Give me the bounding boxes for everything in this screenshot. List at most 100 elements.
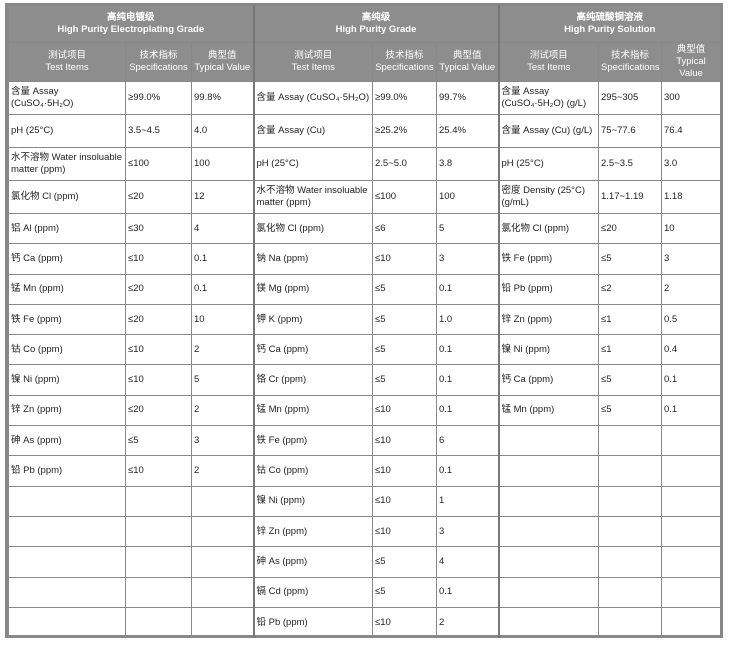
test-item-cell: [497, 455, 599, 487]
column-header-en: Typical Value: [439, 62, 496, 73]
table-row: 钙 Ca (ppm) ≤10 0.1 钠 Na (ppm) ≤10 3 铁 Fe (ppm)…: [8, 243, 722, 275]
typical-value-cell: 100: [436, 180, 499, 214]
column-header-cn: 测试项目: [529, 50, 568, 61]
specification-cell: ≤100: [372, 180, 437, 214]
test-item-cell: pH (25°C): [497, 147, 599, 181]
test-item-cell: 锰 Mn (ppm): [252, 394, 373, 427]
group-header-high-purity-solution: 高纯硫酸铜溶液 High Purity Solution: [497, 5, 722, 43]
specification-cell: ≤10: [372, 394, 437, 427]
specification-cell: ≤10: [372, 515, 437, 548]
test-item-cell: 镍 Ni (ppm): [8, 364, 126, 396]
typical-value-cell: [191, 485, 254, 517]
group-header-electroplating-grade: 高纯电镀级 High Purity Electroplating Grade: [8, 5, 254, 43]
typical-value-cell: 2: [191, 455, 254, 487]
specification-cell: ≤10: [372, 485, 437, 517]
specification-cell: 75~77.6: [598, 114, 662, 148]
test-item-cell: 氯化物 Cl (ppm): [252, 212, 373, 245]
typical-value-cell: 0.1: [436, 576, 499, 608]
typical-value-cell: 10: [191, 303, 254, 336]
table-row: 锌 Zn (ppm) ≤10 3: [8, 515, 722, 548]
table-row: 镍 Ni (ppm) ≤10 1: [8, 485, 722, 517]
test-item-cell: 含量 Assay (Cu): [252, 114, 373, 148]
test-item-cell: 铁 Fe (ppm): [252, 425, 373, 457]
column-header-specifications: 技术指标 Specifications: [125, 42, 192, 82]
column-header-en: Specifications: [601, 62, 660, 73]
table-row: 氯化物 Cl (ppm) ≤20 12 水不溶物 Water insoluable m…: [8, 180, 722, 214]
column-header-cn: 测试项目: [47, 50, 86, 61]
test-item-cell: 砷 As (ppm): [252, 546, 373, 578]
specification-cell: ≤10: [372, 606, 437, 639]
test-item-cell: 铁 Fe (ppm): [8, 303, 126, 336]
column-header-typical-value: 典型值 Typical Value: [660, 42, 722, 82]
typical-value-cell: 3: [660, 243, 722, 275]
table-row: 镍 Ni (ppm) ≤10 5 铬 Cr (ppm) ≤5 0.1 钙 Ca (ppm) ≤…: [8, 364, 722, 396]
specification-cell: [598, 455, 662, 487]
typical-value-cell: [660, 546, 722, 578]
test-item-cell: 铬 Cr (ppm): [252, 364, 373, 396]
group-title-cn: 高纯硫酸铜溶液: [576, 12, 644, 23]
typical-value-cell: 2: [436, 606, 499, 639]
test-item-cell: 砷 As (ppm): [8, 425, 126, 457]
column-header-cn: 技术指标: [610, 50, 649, 61]
test-item-cell: 镍 Ni (ppm): [497, 334, 599, 366]
typical-value-cell: 0.1: [436, 334, 499, 366]
specification-cell: ≤10: [125, 334, 192, 366]
typical-value-cell: 3.0: [660, 147, 722, 181]
specification-cell: 295~305: [598, 81, 662, 115]
specification-cell: 3.5~4.5: [125, 114, 192, 148]
column-header-en: Test Items: [527, 62, 571, 73]
test-item-cell: 钙 Ca (ppm): [8, 243, 126, 275]
test-item-cell: pH (25°C): [8, 114, 126, 148]
column-header-cn: 典型值: [452, 50, 482, 61]
column-header-en: Specifications: [375, 62, 434, 73]
column-header-specifications: 技术指标 Specifications: [598, 42, 662, 82]
typical-value-cell: 2: [191, 394, 254, 427]
typical-value-cell: 1.0: [436, 303, 499, 336]
typical-value-cell: 99.7%: [436, 81, 499, 115]
specification-cell: [598, 515, 662, 548]
specification-cell: ≤1: [598, 334, 662, 366]
typical-value-cell: [660, 606, 722, 639]
typical-value-cell: 0.1: [436, 394, 499, 427]
group-header-row: 高纯电镀级 High Purity Electroplating Grade 高纯级…: [8, 5, 722, 43]
column-header-test-items: 测试项目 Test Items: [8, 42, 126, 82]
typical-value-cell: 25.4%: [436, 114, 499, 148]
column-header-test-items: 测试项目 Test Items: [252, 42, 373, 82]
typical-value-cell: [660, 576, 722, 608]
column-header-specifications: 技术指标 Specifications: [372, 42, 437, 82]
test-item-cell: 密度 Density (25°C) (g/mL): [497, 180, 599, 214]
test-item-cell: 锌 Zn (ppm): [8, 394, 126, 427]
test-item-cell: 镍 Ni (ppm): [252, 485, 373, 517]
typical-value-cell: 0.1: [436, 273, 499, 305]
typical-value-cell: 2: [660, 273, 722, 305]
typical-value-cell: [191, 546, 254, 578]
test-item-cell: 镁 Mg (ppm): [252, 273, 373, 305]
typical-value-cell: [191, 606, 254, 639]
spec-table-frame: 高纯电镀级 High Purity Electroplating Grade 高纯级…: [5, 3, 723, 639]
test-item-cell: [497, 425, 599, 457]
typical-value-cell: 0.5: [660, 303, 722, 336]
group-title-en: High Purity Grade: [335, 24, 417, 35]
typical-value-cell: 0.1: [436, 455, 499, 487]
specification-cell: [125, 485, 192, 517]
column-header-typical-value: 典型值 Typical Value: [191, 42, 254, 82]
test-item-cell: 水不溶物 Water insoluable matter (ppm): [252, 180, 373, 214]
specification-cell: [125, 606, 192, 639]
test-item-cell: [8, 485, 126, 517]
specification-cell: [125, 515, 192, 548]
typical-value-cell: [660, 425, 722, 457]
test-item-cell: 钾 K (ppm): [252, 303, 373, 336]
group-title-en: High Purity Electroplating Grade: [57, 24, 205, 35]
specification-cell: ≥99.0%: [372, 81, 437, 115]
typical-value-cell: 0.1: [436, 364, 499, 396]
typical-value-cell: 3: [436, 515, 499, 548]
group-header-high-purity-grade: 高纯级 High Purity Grade: [252, 5, 499, 43]
test-item-cell: [8, 515, 126, 548]
spec-table: 高纯电镀级 High Purity Electroplating Grade 高纯级…: [8, 5, 722, 639]
specification-cell: ≥25.2%: [372, 114, 437, 148]
column-header-cn: 测试项目: [294, 50, 333, 61]
column-header-en: Typical Value: [676, 56, 706, 79]
typical-value-cell: 100: [191, 147, 254, 181]
specification-cell: [598, 606, 662, 639]
test-item-cell: 锰 Mn (ppm): [8, 273, 126, 305]
